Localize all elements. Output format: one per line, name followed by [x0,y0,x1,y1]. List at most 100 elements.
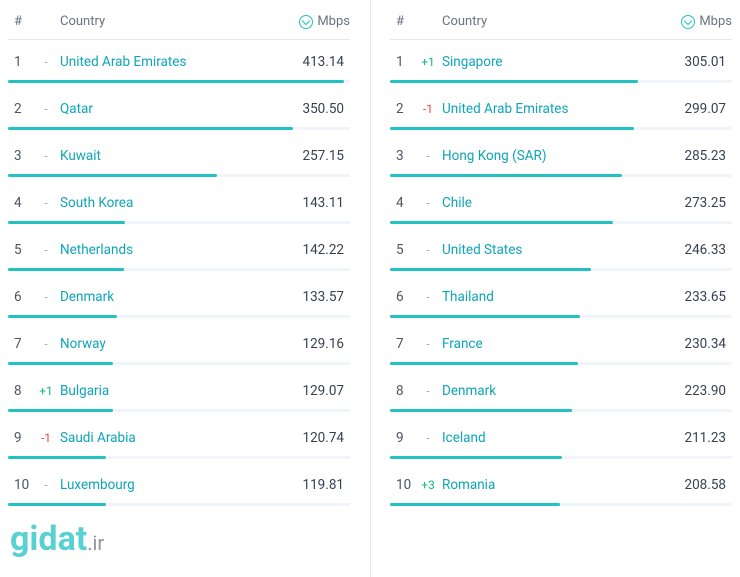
speed-bar-fill [390,503,560,506]
rank-cell: 2 [8,101,32,117]
mbps-cell: 299.07 [660,101,732,117]
country-link[interactable]: South Korea [60,195,278,211]
table-header: # Country Mbps [8,0,350,40]
mbps-cell: 223.90 [660,383,732,399]
rank-cell: 9 [390,430,414,446]
speed-bar [8,456,350,459]
rank-cell: 10 [8,477,32,493]
speed-bar-fill [390,362,578,365]
speed-bar [8,362,350,365]
mbps-cell: 246.33 [660,242,732,258]
header-mbps: Mbps [278,14,350,29]
mbps-cell: 119.81 [278,477,350,493]
header-mbps-label: Mbps [317,14,350,29]
country-link[interactable]: France [442,336,660,352]
table-row: 9-Iceland211.23 [390,416,732,454]
rank-cell: 9 [8,430,32,446]
mbps-cell: 273.25 [660,195,732,211]
rank-cell: 2 [390,101,414,117]
table-row: 5-United States246.33 [390,228,732,266]
table-row: 4-Chile273.25 [390,181,732,219]
country-link[interactable]: United Arab Emirates [442,101,660,117]
mbps-cell: 142.22 [278,242,350,258]
table-row: 2-1United Arab Emirates299.07 [390,87,732,125]
header-rank: # [8,14,60,29]
speed-bar [390,127,732,130]
speed-bar-fill [8,174,217,177]
speed-bar [8,127,350,130]
speed-bar [8,409,350,412]
rank-cell: 10 [390,477,414,493]
speed-bar [8,268,350,271]
rank-cell: 7 [8,336,32,352]
header-rank: # [390,14,442,29]
mbps-cell: 233.65 [660,289,732,305]
delta-cell: - [32,196,60,210]
country-link[interactable]: Chile [442,195,660,211]
speed-bar-fill [8,268,124,271]
speed-bar [8,80,350,83]
rank-cell: 5 [390,242,414,258]
delta-cell: +3 [414,478,442,492]
speed-bar-fill [390,456,562,459]
download-icon [299,15,313,29]
rank-cell: 8 [8,383,32,399]
country-link[interactable]: Singapore [442,54,660,70]
country-link[interactable]: Kuwait [60,148,278,164]
speed-bar-fill [8,127,293,130]
table-row: 4-South Korea143.11 [8,181,350,219]
speed-bar-fill [8,315,117,318]
country-link[interactable]: Romania [442,477,660,493]
rank-cell: 5 [8,242,32,258]
speed-bar [390,268,732,271]
speed-bar-fill [8,80,344,83]
country-link[interactable]: United States [442,242,660,258]
header-country: Country [60,14,278,29]
country-link[interactable]: Iceland [442,430,660,446]
table-row: 3-Kuwait257.15 [8,134,350,172]
delta-cell: - [414,431,442,445]
table-row: 8+1Bulgaria129.07 [8,369,350,407]
delta-cell: - [32,478,60,492]
country-link[interactable]: Luxembourg [60,477,278,493]
country-link[interactable]: Netherlands [60,242,278,258]
delta-cell: - [32,149,60,163]
watermark-tld: .ir [87,531,104,555]
rank-cell: 1 [390,54,414,70]
delta-cell: +1 [414,55,442,69]
speed-bar-fill [390,80,638,83]
country-link[interactable]: Saudi Arabia [60,430,278,446]
table-row: 6-Thailand233.65 [390,275,732,313]
mbps-cell: 208.58 [660,477,732,493]
country-link[interactable]: Qatar [60,101,278,117]
rank-cell: 3 [8,148,32,164]
delta-cell: - [32,290,60,304]
country-link[interactable]: Norway [60,336,278,352]
speed-bar-fill [390,268,591,271]
speed-bar [8,221,350,224]
country-link[interactable]: Denmark [60,289,278,305]
delta-cell: - [32,55,60,69]
country-link[interactable]: Thailand [442,289,660,305]
speed-bar-fill [390,174,622,177]
table-row: 3-Hong Kong (SAR)285.23 [390,134,732,172]
table-row: 7-Norway129.16 [8,322,350,360]
delta-cell: - [414,290,442,304]
right-panel: # Country Mbps 1+1Singapore305.012-1Unit… [390,0,732,510]
speed-bar-fill [8,362,113,365]
country-link[interactable]: Denmark [442,383,660,399]
country-link[interactable]: Hong Kong (SAR) [442,148,660,164]
mbps-cell: 257.15 [278,148,350,164]
country-link[interactable]: United Arab Emirates [60,54,278,70]
delta-cell: - [414,384,442,398]
delta-cell: +1 [32,384,60,398]
delta-cell: - [414,337,442,351]
country-link[interactable]: Bulgaria [60,383,278,399]
rank-cell: 7 [390,336,414,352]
delta-cell: - [414,149,442,163]
speed-bar [8,315,350,318]
speed-bar [390,456,732,459]
table-row: 1-United Arab Emirates413.14 [8,40,350,78]
speed-bar [390,80,732,83]
mbps-cell: 305.01 [660,54,732,70]
